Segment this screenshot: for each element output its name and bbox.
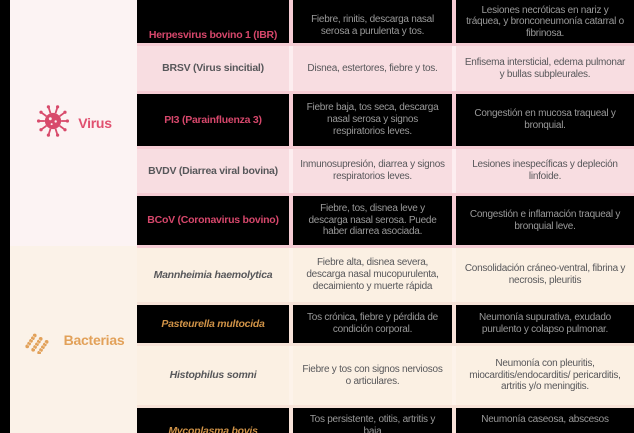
pathogen-name: Pasteurella multocida bbox=[137, 305, 289, 343]
lesions-cell: Lesiones inespecíficas y depleción linfo… bbox=[456, 149, 634, 193]
row-separator bbox=[137, 91, 634, 94]
column-gap bbox=[452, 149, 456, 193]
table-row: BRSV (Virus sincitial) Disnea, estertore… bbox=[137, 46, 634, 91]
section-separator bbox=[137, 245, 634, 248]
symptoms-cell: Fiebre, rinitis, descarga nasal serosa a… bbox=[293, 0, 452, 43]
column-gap bbox=[452, 248, 456, 302]
column-gap bbox=[289, 149, 293, 193]
row-separator bbox=[137, 302, 634, 305]
table-row: Mannheimia haemolytica Fiebre alta, disn… bbox=[137, 248, 634, 302]
table-row: Mycoplasma bovis Tos persistente, otitis… bbox=[137, 408, 634, 433]
pathogen-name: Mannheimia haemolytica bbox=[137, 248, 289, 302]
column-gap bbox=[452, 346, 456, 405]
row-separator bbox=[137, 405, 634, 408]
pathogen-name: BVDV (Diarrea viral bovina) bbox=[137, 149, 289, 193]
column-gap bbox=[289, 196, 293, 245]
virus-icon bbox=[35, 103, 71, 144]
pathogen-name: BRSV (Virus sincitial) bbox=[137, 46, 289, 91]
lesions-cell: Neumonía con pleuritis, miocarditis/endo… bbox=[456, 346, 634, 405]
table-row: PI3 (Parainfluenza 3) Fiebre baja, tos s… bbox=[137, 94, 634, 146]
row-separator bbox=[137, 193, 634, 196]
left-cut-edge bbox=[0, 0, 10, 433]
lesions-cell: Consolidación cráneo-ventral, fibrina y … bbox=[456, 248, 634, 302]
pathogen-name: Herpesvirus bovino 1 (IBR) bbox=[137, 0, 289, 43]
lesions-cell: Neumonía caseosa, abscesos bbox=[456, 408, 634, 433]
pathogen-name: PI3 (Parainfluenza 3) bbox=[137, 94, 289, 146]
symptoms-cell: Fiebre y tos con signos nerviosos o arti… bbox=[293, 346, 452, 405]
lesions-cell: Congestión e inflamación traqueal y bron… bbox=[456, 196, 634, 245]
table-row: Pasteurella multocida Tos crónica, fiebr… bbox=[137, 305, 634, 343]
pathogen-name: BCoV (Coronavirus bovino) bbox=[137, 196, 289, 245]
table-row: Histophilus somni Fiebre y tos con signo… bbox=[137, 346, 634, 405]
row-separator bbox=[137, 43, 634, 46]
symptoms-cell: Fiebre baja, tos seca, descarga nasal se… bbox=[293, 94, 452, 146]
symptoms-cell: Tos crónica, fiebre y pérdida de condici… bbox=[293, 305, 452, 343]
lesions-cell: Congestión en mucosa traqueal y bronquia… bbox=[456, 94, 634, 146]
column-gap bbox=[452, 408, 456, 433]
column-gap bbox=[452, 196, 456, 245]
column-gap bbox=[452, 305, 456, 343]
column-gap bbox=[289, 46, 293, 91]
column-gap bbox=[289, 0, 293, 43]
symptoms-cell: Fiebre, tos, disnea leve y descarga nasa… bbox=[293, 196, 452, 245]
symptoms-cell: Fiebre alta, disnea severa, descarga nas… bbox=[293, 248, 452, 302]
bacteria-icon bbox=[23, 320, 57, 359]
section-bacterias-label: Bacterias bbox=[63, 331, 125, 348]
row-separator bbox=[137, 146, 634, 149]
section-virus-label: Virus bbox=[78, 115, 112, 131]
column-gap bbox=[289, 94, 293, 146]
table-row: BCoV (Coronavirus bovino) Fiebre, tos, d… bbox=[137, 196, 634, 245]
pathogen-name: Histophilus somni bbox=[137, 346, 289, 405]
table-row: Herpesvirus bovino 1 (IBR) Fiebre, rinit… bbox=[137, 0, 634, 43]
section-bacterias: Bacterias bbox=[10, 246, 137, 433]
column-gap bbox=[452, 94, 456, 146]
pathogen-name: Mycoplasma bovis bbox=[137, 408, 289, 433]
lesions-cell: Lesiones necróticas en nariz y tráquea, … bbox=[456, 0, 634, 43]
section-virus: Virus bbox=[10, 0, 137, 246]
column-gap bbox=[289, 305, 293, 343]
lesions-cell: Neumonía supurativa, exudado purulento y… bbox=[456, 305, 634, 343]
symptoms-cell: Inmunosupresión, diarrea y signos respir… bbox=[293, 149, 452, 193]
lesions-cell: Enfisema intersticial, edema pulmonar y … bbox=[456, 46, 634, 91]
row-separator bbox=[137, 343, 634, 346]
column-gap bbox=[289, 346, 293, 405]
column-gap bbox=[289, 248, 293, 302]
table-row: BVDV (Diarrea viral bovina) Inmunosupres… bbox=[137, 149, 634, 193]
column-gap bbox=[452, 0, 456, 43]
symptoms-cell: Tos persistente, otitis, artritis y baja bbox=[293, 408, 452, 433]
column-gap bbox=[452, 46, 456, 91]
symptoms-cell: Disnea, estertores, fiebre y tos. bbox=[293, 46, 452, 91]
column-gap bbox=[289, 408, 293, 433]
table-body: Herpesvirus bovino 1 (IBR) Fiebre, rinit… bbox=[137, 0, 634, 433]
